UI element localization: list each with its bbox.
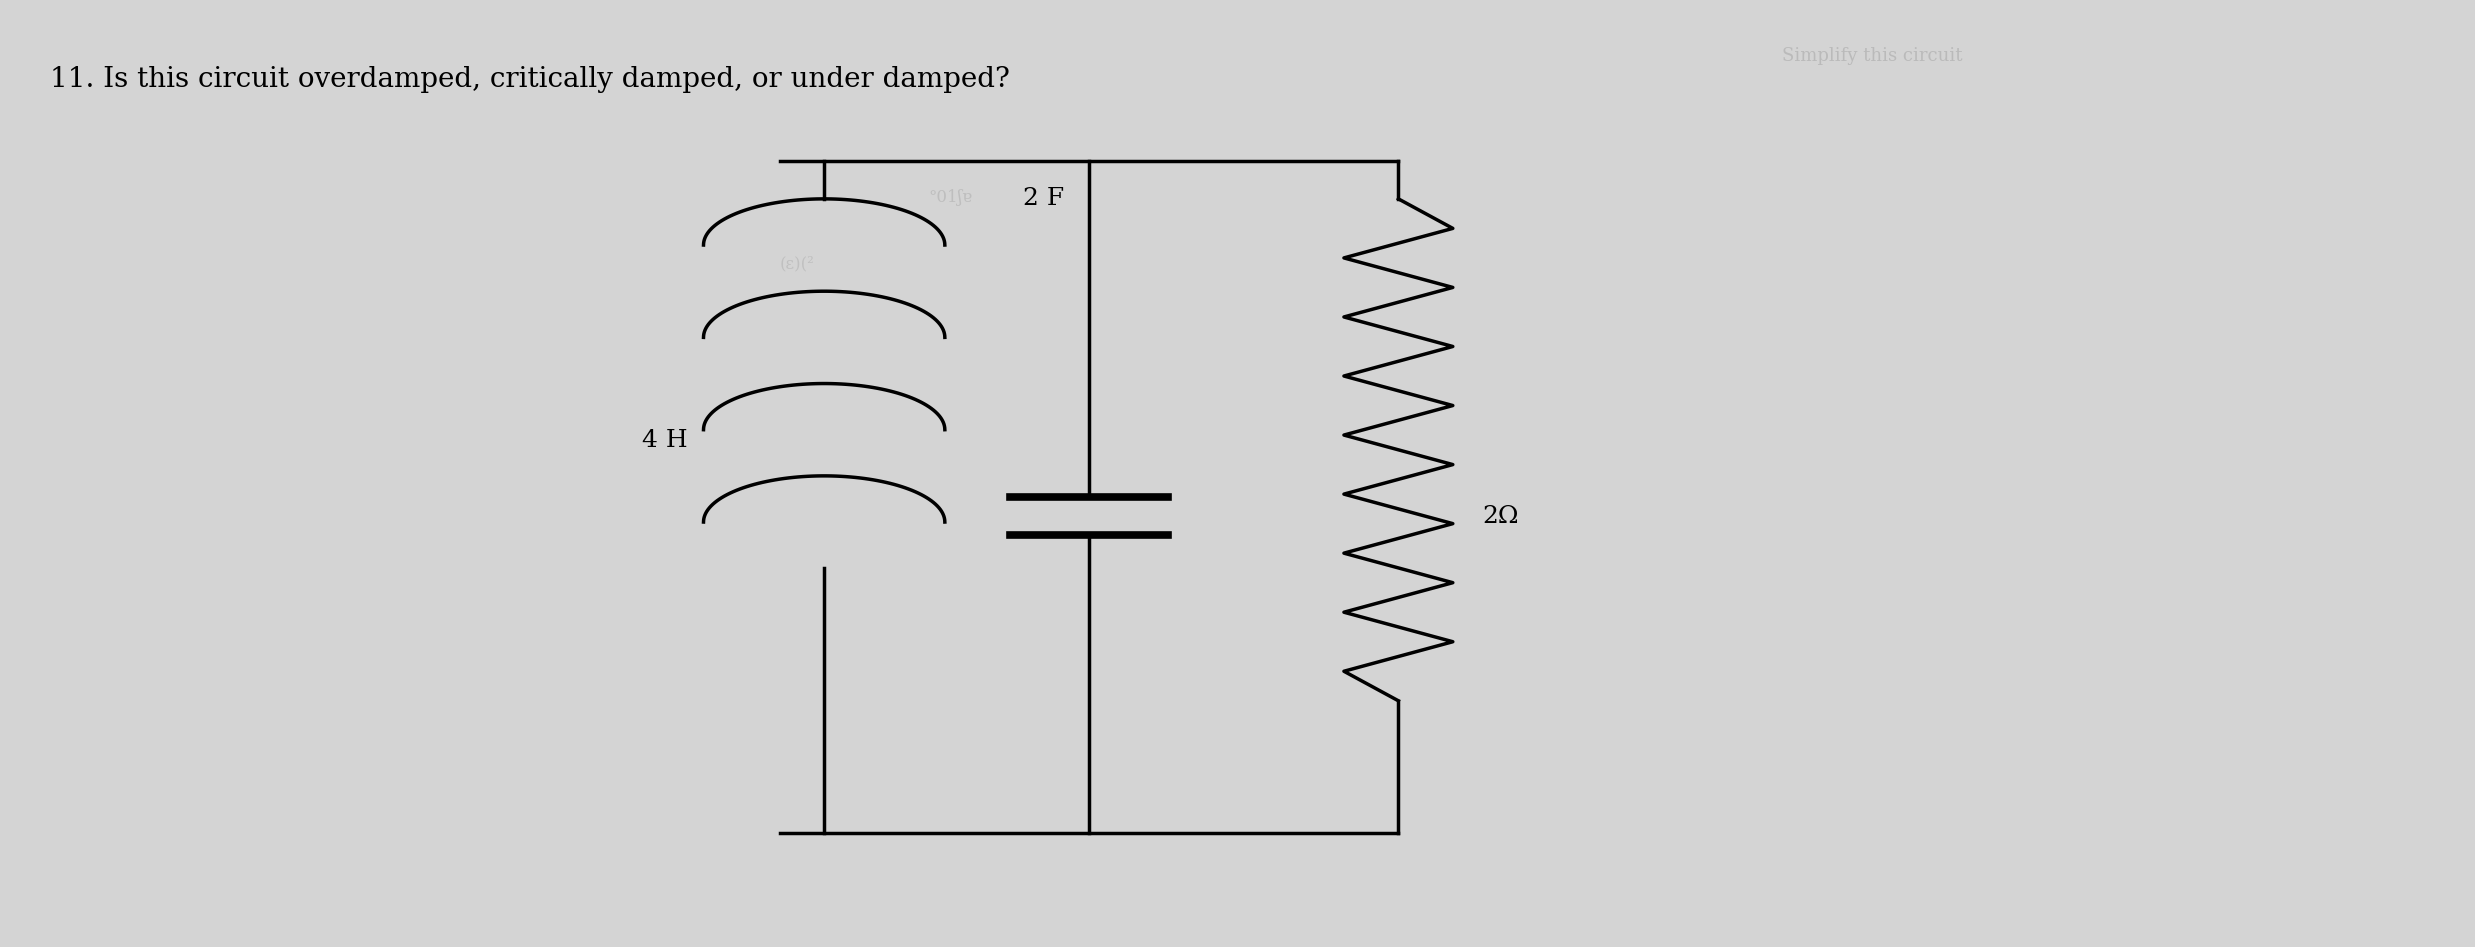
Text: 4 H: 4 H bbox=[644, 429, 688, 452]
Text: (ε)(²: (ε)(² bbox=[780, 256, 814, 273]
Text: 11. Is this circuit overdamped, critically damped, or under damped?: 11. Is this circuit overdamped, critical… bbox=[50, 66, 1010, 94]
Text: 2 F: 2 F bbox=[1022, 188, 1064, 210]
Text: °01ʃɐ: °01ʃɐ bbox=[928, 189, 973, 206]
Text: Simplify this circuit: Simplify this circuit bbox=[1782, 47, 1963, 65]
Text: 2Ω: 2Ω bbox=[1483, 505, 1520, 527]
